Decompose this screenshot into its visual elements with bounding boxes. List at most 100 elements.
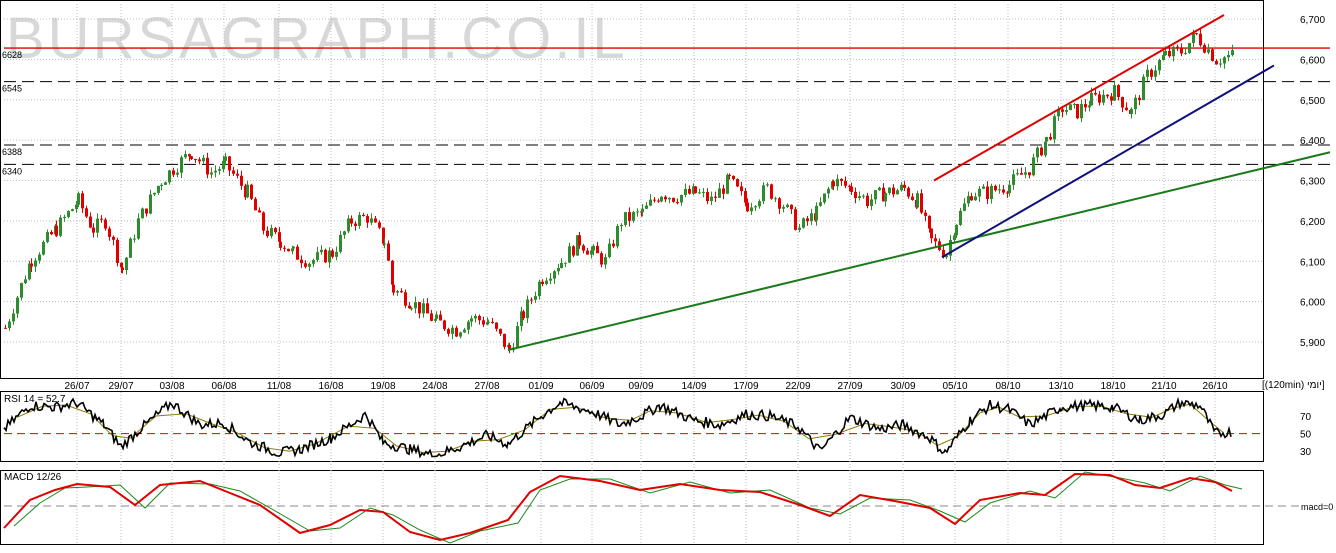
candle-body xyxy=(71,209,74,212)
candle-body xyxy=(244,185,247,198)
candle-body xyxy=(778,198,781,209)
x-tick-label: 13/10 xyxy=(1048,381,1073,392)
candle-body xyxy=(945,255,948,258)
candle-body xyxy=(714,196,717,198)
candle-body xyxy=(50,232,53,235)
candle-body xyxy=(141,208,144,219)
candle-body xyxy=(692,186,695,194)
candle-body xyxy=(347,218,350,232)
candle-body xyxy=(557,267,560,272)
candle-body xyxy=(1106,94,1109,97)
candle-body xyxy=(145,208,148,214)
candle-body xyxy=(1110,96,1113,101)
candle-body xyxy=(153,192,156,195)
candle-body xyxy=(278,232,281,242)
candle-body xyxy=(1080,104,1083,119)
rsi-title: RSI 14 = 52.7 xyxy=(4,394,66,405)
candle-body xyxy=(503,333,506,347)
x-tick-label: 27/09 xyxy=(837,381,862,392)
candle-body xyxy=(848,185,851,187)
candle-body xyxy=(844,180,847,186)
macd-line xyxy=(3,472,1233,542)
candle-body xyxy=(1084,104,1087,108)
candle-body xyxy=(1006,192,1009,194)
candle-body xyxy=(439,314,442,321)
candle-body xyxy=(164,182,167,185)
candle-body xyxy=(1176,46,1179,49)
candle-body xyxy=(400,291,403,293)
candle-body xyxy=(120,263,123,268)
candle-body xyxy=(636,211,639,213)
candle-body xyxy=(222,160,225,170)
candle-body xyxy=(998,189,1001,191)
candle-body xyxy=(228,156,231,171)
x-tick-label: 01/09 xyxy=(528,381,553,392)
candle-body xyxy=(408,305,411,309)
x-tick-label: 06/08 xyxy=(211,381,236,392)
candle-body xyxy=(806,218,809,222)
period-label: [(120min) יומי] xyxy=(1262,380,1325,391)
candle-body xyxy=(592,245,595,251)
candle-body xyxy=(736,179,739,187)
rsi-tick-label: 30 xyxy=(1300,447,1312,458)
candle-body xyxy=(366,216,369,223)
candle-body xyxy=(1207,49,1210,53)
candle-body xyxy=(541,281,544,284)
candle-body xyxy=(882,187,885,202)
candle-body xyxy=(545,280,548,284)
candle-body xyxy=(955,224,958,236)
candle-body xyxy=(404,292,407,306)
candle-body xyxy=(38,254,41,261)
candle-body xyxy=(495,322,498,329)
candle-body xyxy=(24,279,27,284)
candle-body xyxy=(1069,104,1072,111)
candle-body xyxy=(202,157,205,162)
candle-body xyxy=(59,217,62,236)
candle-body xyxy=(1146,69,1149,77)
candle-body xyxy=(180,157,183,173)
candle-body xyxy=(911,196,914,200)
candle-body xyxy=(270,228,273,237)
candle-body xyxy=(387,243,390,261)
candle-body xyxy=(770,184,773,199)
candle-body xyxy=(474,315,477,319)
candle-body xyxy=(210,172,213,175)
candle-body xyxy=(698,192,701,194)
candle-body xyxy=(553,271,556,279)
candle-body xyxy=(758,201,761,207)
candle-body xyxy=(108,228,111,237)
candle-body xyxy=(832,181,835,187)
candle-body xyxy=(455,327,458,337)
candle-body xyxy=(862,195,865,197)
candle-body xyxy=(358,214,361,226)
candle-body xyxy=(447,329,450,334)
candle-body xyxy=(1172,46,1175,57)
candle-body xyxy=(378,222,381,228)
candle-body xyxy=(172,170,175,175)
price-tick-label: 6,700 xyxy=(1300,15,1325,26)
candle-body xyxy=(560,262,563,268)
x-tick-label: 27/08 xyxy=(474,381,499,392)
candle-body xyxy=(214,170,217,173)
level-label: 6340 xyxy=(2,166,22,176)
candle-body xyxy=(160,184,163,186)
x-tick-label: 09/09 xyxy=(628,381,653,392)
candle-body xyxy=(296,246,299,260)
candle-body xyxy=(1008,184,1011,194)
candle-body xyxy=(1061,109,1064,112)
candle-body xyxy=(858,196,861,199)
candle-body xyxy=(1150,69,1153,77)
candle-body xyxy=(20,283,23,298)
candle-body xyxy=(374,218,377,223)
candle-body xyxy=(664,196,667,200)
candle-body xyxy=(16,297,19,314)
candle-body xyxy=(324,249,327,263)
candle-body xyxy=(1020,173,1023,175)
candle-body xyxy=(586,250,589,255)
candle-body xyxy=(1028,172,1031,176)
x-tick-label: 17/09 xyxy=(733,381,758,392)
x-tick-label: 26/10 xyxy=(1202,381,1227,392)
candle-body xyxy=(930,228,933,239)
candle-body xyxy=(320,249,323,253)
level-label: 6545 xyxy=(2,84,22,94)
